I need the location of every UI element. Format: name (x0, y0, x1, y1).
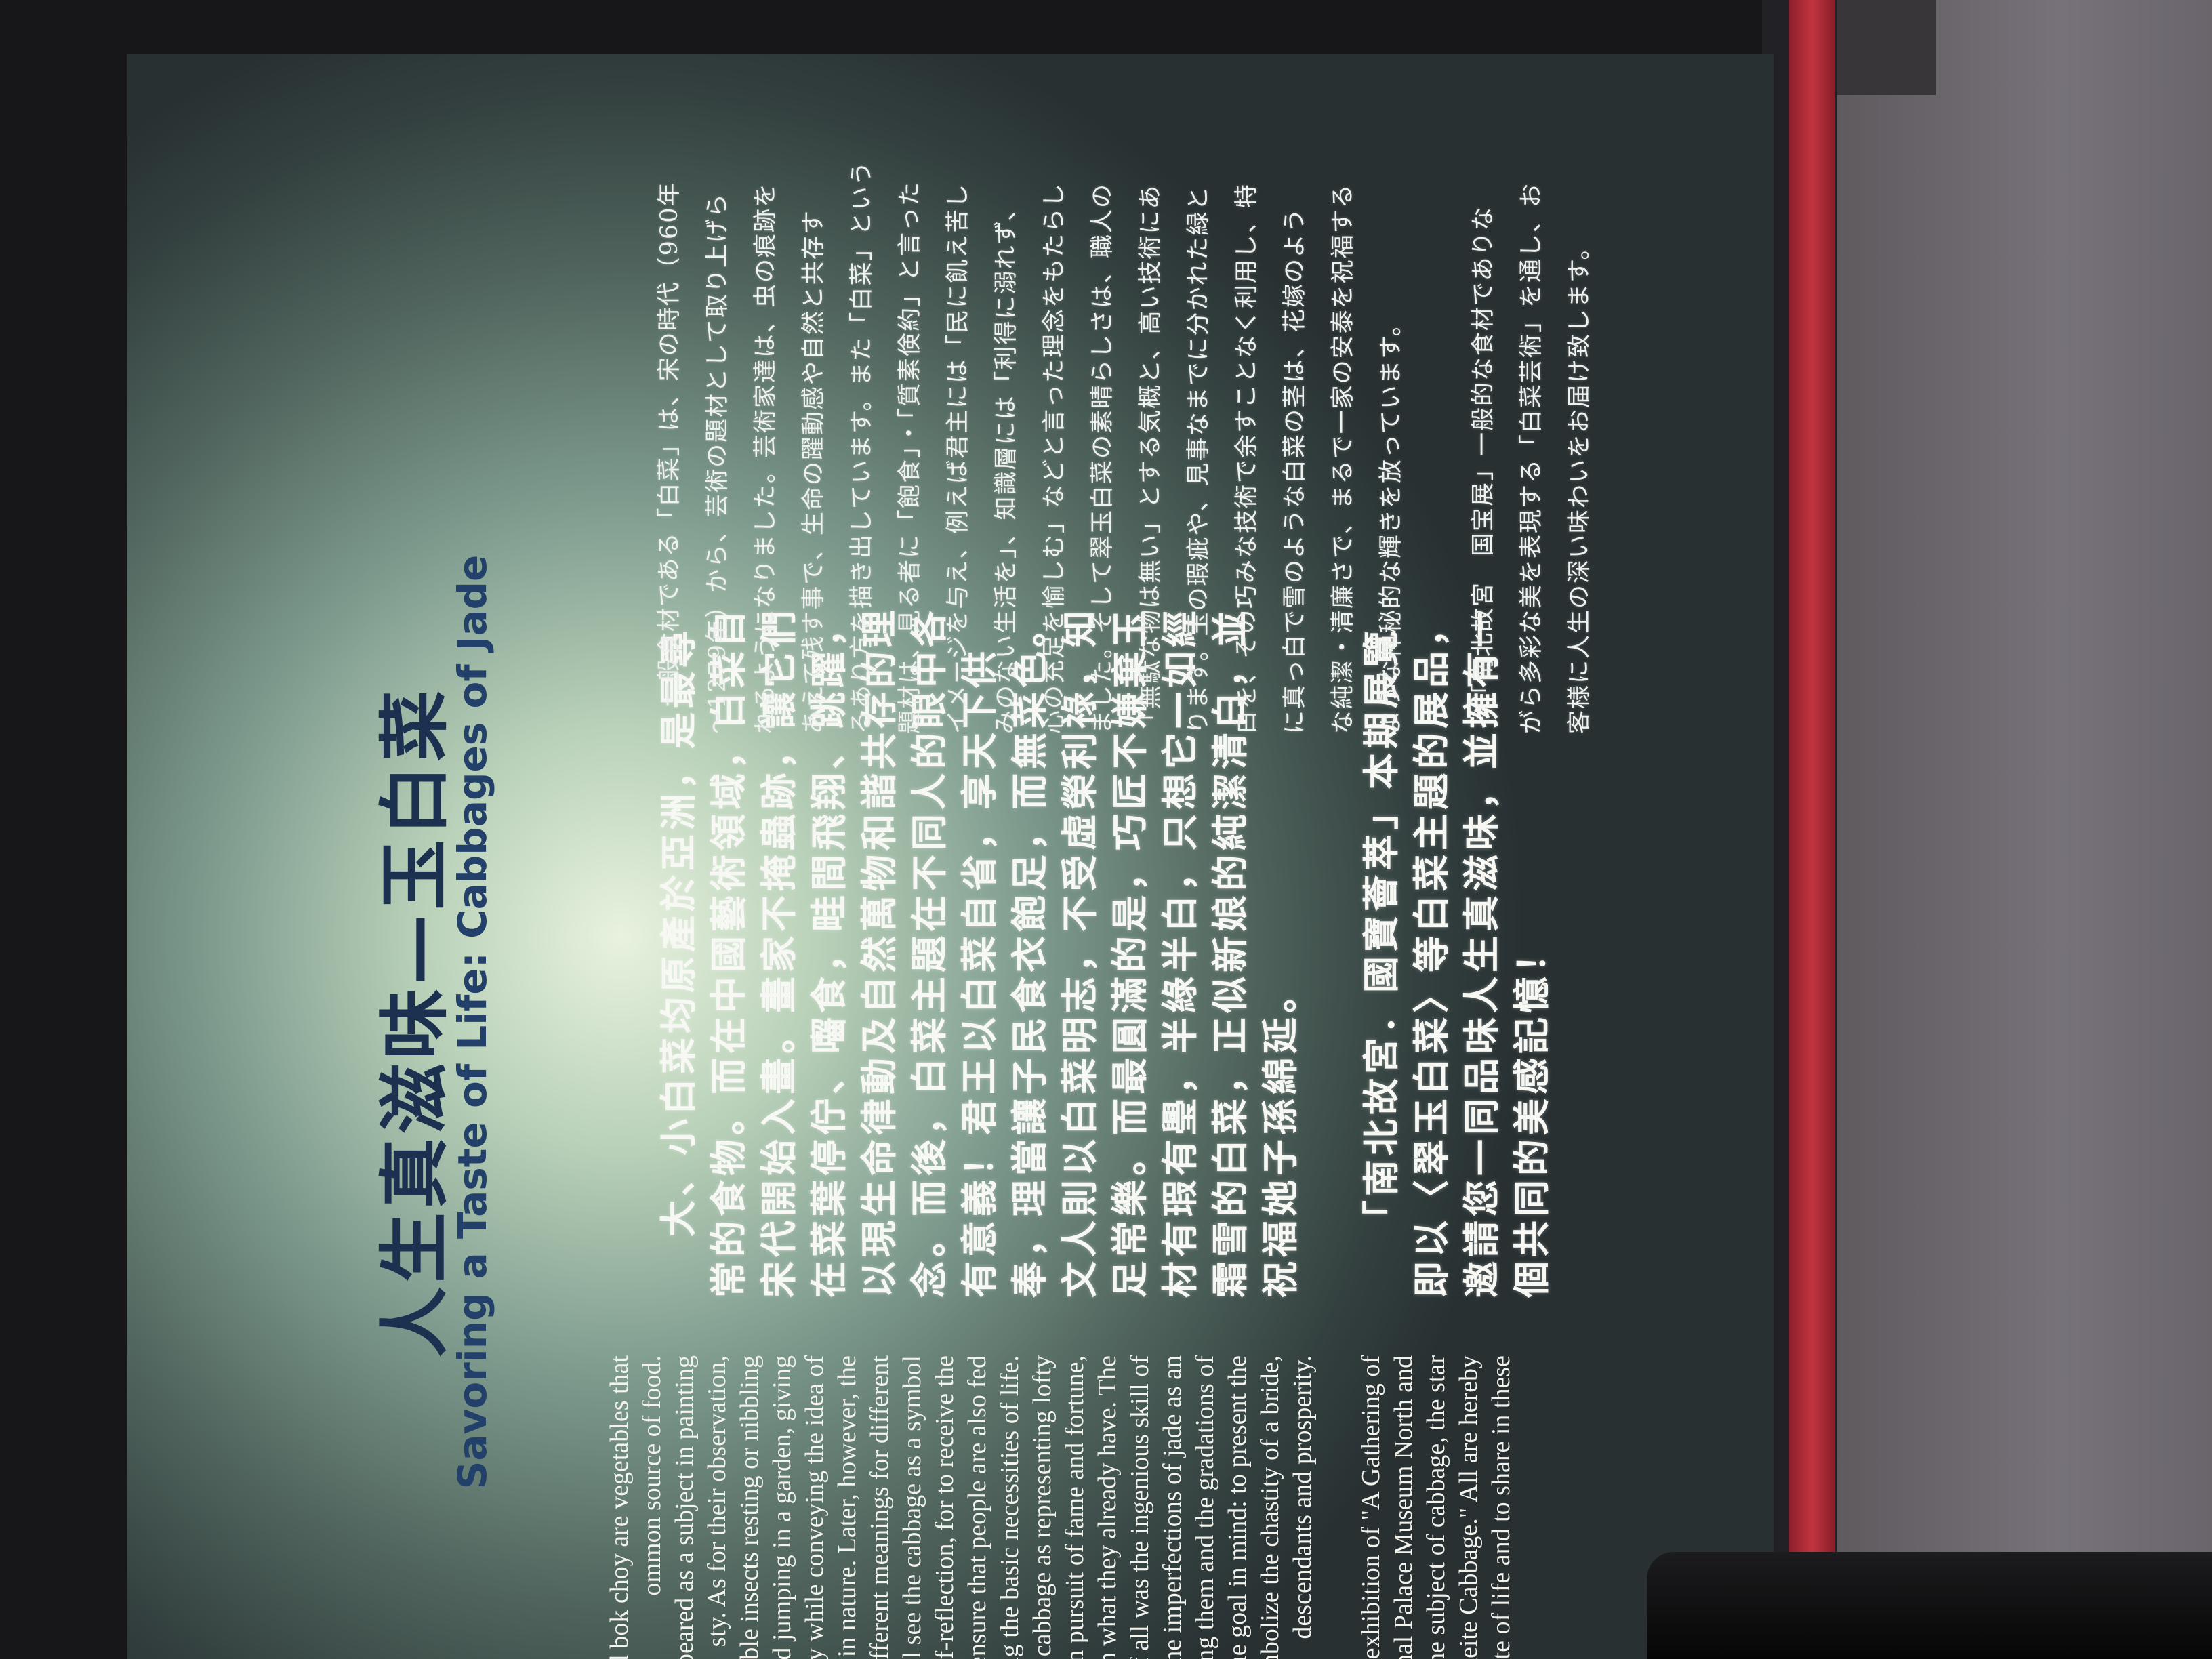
english-line: es to ensure that people are also fed (963, 1355, 991, 1659)
japanese-line: 心の充足を愉しむ」などと言った理念をもたらし (1041, 182, 1068, 734)
english-line: on the subject of cabbage, the star (1422, 1355, 1450, 1659)
japanese-line: 〜1279年）から、芸術の題材として取り上げら (704, 192, 731, 734)
japanese-line: 題材は、見る者に「飽食」・「質素倹約」と言った (897, 180, 924, 734)
chinese-line: 即以〈翠玉白菜〉等白菜主題的展品， (1410, 607, 1453, 1298)
chinese-line: 邀請您一同品味人生真滋味，並擁有一 (1460, 607, 1503, 1298)
english-line: elf-reflection, for to receive the (930, 1355, 959, 1659)
projector (1647, 1552, 2212, 1659)
english-line: ith what they already have. The (1093, 1355, 1122, 1659)
japanese-line: がら多彩な美を表現する「白菜芸術」を通し、お (1518, 182, 1545, 734)
japanese-line: みのない生活を」、知識層には「利得に溺れず、 (993, 195, 1020, 734)
japanese-line: な純潔・清廉さで、まるで一家の安泰を祝福する (1330, 183, 1357, 734)
japanese-line: に真っ白で雪のような白菜の茎は、花嫁のよう (1282, 207, 1309, 734)
japanese-line: 白を、その巧みな技術で余すことなく利用し、特 (1233, 183, 1261, 734)
japanese-line: イメージを与え、例えば君主には「民に飢え苦し (945, 182, 972, 734)
japanese-line: 「南北故宮 国宝展」一般的な食材でありな (1470, 205, 1497, 707)
english-line: l see the cabbage as a symbol (898, 1355, 926, 1659)
english-line: descendants and prosperity. (1288, 1355, 1317, 1639)
shelf (1835, 0, 1936, 95)
english-line: out one goal in mind: to present the (1223, 1355, 1252, 1659)
english-line: using them and the gradations of (1191, 1355, 1219, 1659)
chinese-line: 大、小白菜均原產於亞洲，是最尋 (657, 627, 700, 1237)
english-line: ional Palace Museum North and (1389, 1355, 1418, 1659)
english-line: ommon source of food. (638, 1355, 666, 1596)
english-line: ting the basic necessities of life. (996, 1355, 1024, 1659)
exhibit-panel: 人生真滋味—玉白菜 Savoring a Taste of Life: Cabb… (127, 54, 1774, 1659)
japanese-line: 「無駄な物は無い」とする気概と、高い技術にあ (1137, 184, 1164, 734)
english-line: the cabbage as representing lofty (1028, 1355, 1057, 1659)
red-stripe (1789, 0, 1835, 1594)
chinese-line: 有意義！君王以白菜自省，享天下供 (958, 647, 1001, 1298)
chinese-line: 祝福她子孫綿延。 (1258, 972, 1302, 1298)
japanese-line: ました。そして翠玉白菜の素晴らしさは、職人の (1089, 183, 1116, 734)
japanese-line: るあり方を描き出しています。また「白菜」という (848, 160, 876, 734)
english-line: aste of life and to share in these (1487, 1355, 1515, 1659)
english-line: of all was the ingenious skill of (1126, 1355, 1154, 1659)
japanese-line: ような神秘的な輝きを放っています。 (1378, 311, 1405, 734)
english-line: n different meanings for different (865, 1355, 894, 1659)
chinese-line: 個共同的美感記憶！ (1510, 932, 1553, 1298)
japanese-line: ります。玉の瑕疵や、見事なまでに分かれた緑と (1185, 185, 1212, 734)
english-line: ble insects resting or nibbling (735, 1355, 764, 1659)
english-line: he exhibition of "A Gathering of (1357, 1355, 1385, 1659)
english-line: dly while conveying the idea of (800, 1355, 829, 1659)
japanese-line: れるようになりました。芸術家達は、虫の痕跡を (752, 182, 779, 734)
english-line: Jadeite Cabbage." All are hereby (1454, 1355, 1483, 1659)
subtitle: Savoring a Taste of Life: Cabbages of Ja… (449, 554, 495, 1490)
english-line: ce in nature. Later, however, the (833, 1355, 861, 1659)
japanese-line: 一般食材である「白菜」は、宋の時代（960年 (656, 181, 683, 707)
english-line: nd jumping in a garden, giving (768, 1355, 796, 1659)
panel-content: 人生真滋味—玉白菜 Savoring a Taste of Life: Cabb… (127, 54, 1774, 1659)
english-line: symbolize the chastity of a bride, (1256, 1355, 1284, 1659)
english-line: sty. As for their observation, (703, 1355, 731, 1647)
japanese-line: 客様に人生の深い味わいをお届け致します。 (1566, 234, 1593, 734)
english-line: nd bok choy are vegetables that (605, 1355, 634, 1659)
english-line: se the imperfections of jade as an (1158, 1355, 1187, 1659)
wall (1835, 0, 2212, 1659)
english-line: appeared as a subject in painting (670, 1355, 699, 1659)
english-line: e vain pursuit of fame and fortune, (1061, 1355, 1089, 1659)
japanese-line: あえて残す事で、生命の躍動感や自然と共存す (800, 209, 827, 734)
title: 人生真滋味—玉白菜 (373, 687, 456, 1358)
